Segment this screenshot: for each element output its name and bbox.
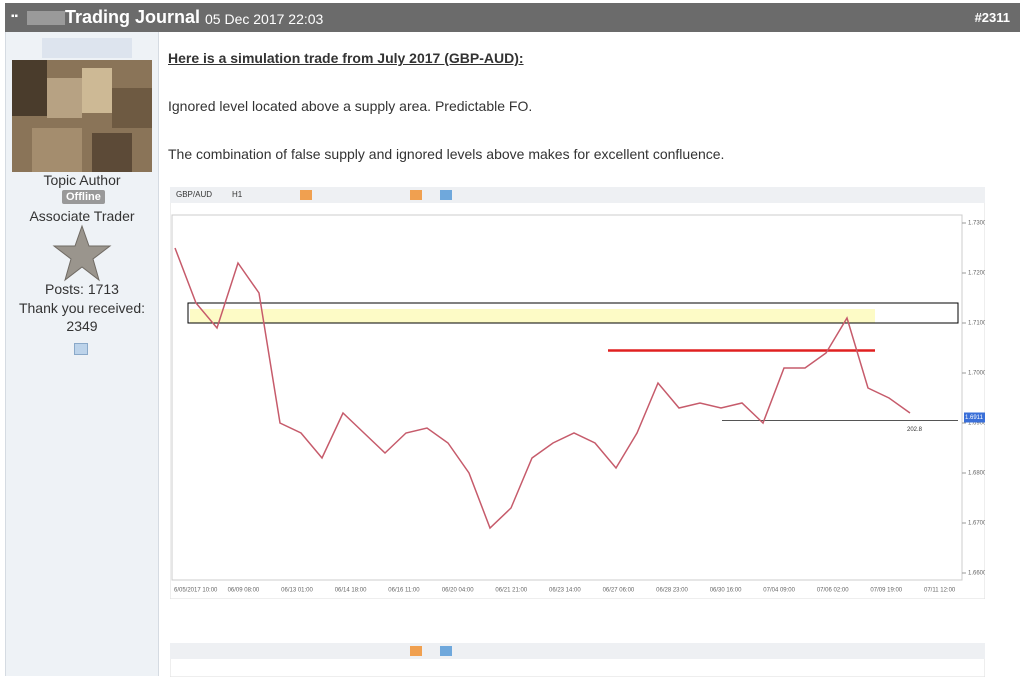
x-tick-label: 06/23 14:00	[549, 588, 581, 594]
price-line	[174, 247, 911, 530]
x-tick-label: 06/16 11:00	[388, 588, 420, 594]
message-button[interactable]	[74, 343, 88, 355]
x-tick-label: 06/13 01:00	[281, 588, 313, 594]
x-tick-label: 06/28 23:00	[656, 588, 688, 594]
x-tick-label: 6/05/2017 10:00	[174, 588, 218, 594]
x-tick-label: 06/09 08:00	[228, 588, 260, 594]
target-label: 202.8	[907, 427, 923, 433]
x-tick-label: 07/11 12:00	[924, 588, 956, 594]
last-price-box	[964, 412, 985, 423]
x-tick-label: 07/09 19:00	[870, 588, 902, 594]
y-tick-label: 1.7100	[968, 321, 985, 327]
thread-title[interactable]: Trading Journal	[65, 7, 201, 27]
x-tick-label: 06/20 04:00	[442, 588, 474, 594]
avatar	[12, 38, 152, 172]
x-tick-label: 06/27 06:00	[603, 588, 635, 594]
chart-image: GBP/AUD H11.73001.72001.71001.70001.69001…	[170, 187, 985, 599]
status-badge: Offline	[62, 190, 105, 204]
user-rank: Associate Trader	[29, 208, 135, 224]
post-number[interactable]: #2311	[974, 10, 1010, 25]
x-tick-label: 07/04 09:00	[763, 588, 795, 594]
paragraph: Ignored level located above a supply are…	[168, 98, 533, 114]
y-tick-label: 1.6700	[968, 521, 985, 527]
thanks-count: 2349	[66, 318, 98, 334]
y-tick-label: 1.6600	[968, 571, 985, 577]
timeframe: H1	[232, 190, 243, 199]
x-tick-label: 07/06 02:00	[817, 588, 849, 594]
post-header: ▪▪ Trading Journal 05 Dec 2017 22:03 #23…	[5, 3, 1020, 32]
paragraph: The combination of false supply and igno…	[168, 146, 725, 162]
icon: ▪▪	[11, 11, 19, 22]
y-tick-label: 1.7000	[968, 371, 985, 377]
x-tick-label: 06/14 18:00	[335, 588, 367, 594]
post-heading: Here is a simulation trade from July 201…	[168, 50, 524, 66]
post-date: 05 Dec 2017 22:03	[205, 11, 324, 27]
post-count: Posts: 1713	[45, 281, 119, 297]
chart-toolbar	[170, 187, 985, 203]
y-tick-label: 1.7200	[968, 271, 985, 277]
x-tick-label: 06/21 21:00	[495, 588, 527, 594]
ignored-level-box	[187, 302, 959, 324]
symbol: GBP/AUD	[176, 190, 212, 199]
x-tick-label: 06/30 16:00	[710, 588, 742, 594]
user-role: Topic Author	[43, 172, 121, 188]
y-tick-label: 1.6900	[968, 421, 985, 427]
supply-zone	[190, 309, 875, 323]
thanks-label: Thank you received:	[18, 300, 146, 316]
last-price-label: 1.6911	[965, 415, 984, 421]
y-tick-label: 1.6800	[968, 471, 985, 477]
second-chart-image	[170, 643, 985, 677]
username-blur	[27, 11, 65, 25]
y-tick-label: 1.7300	[968, 221, 985, 227]
user-panel: Topic Author Offline Associate Trader Po…	[5, 32, 159, 676]
rank-star	[52, 224, 112, 282]
